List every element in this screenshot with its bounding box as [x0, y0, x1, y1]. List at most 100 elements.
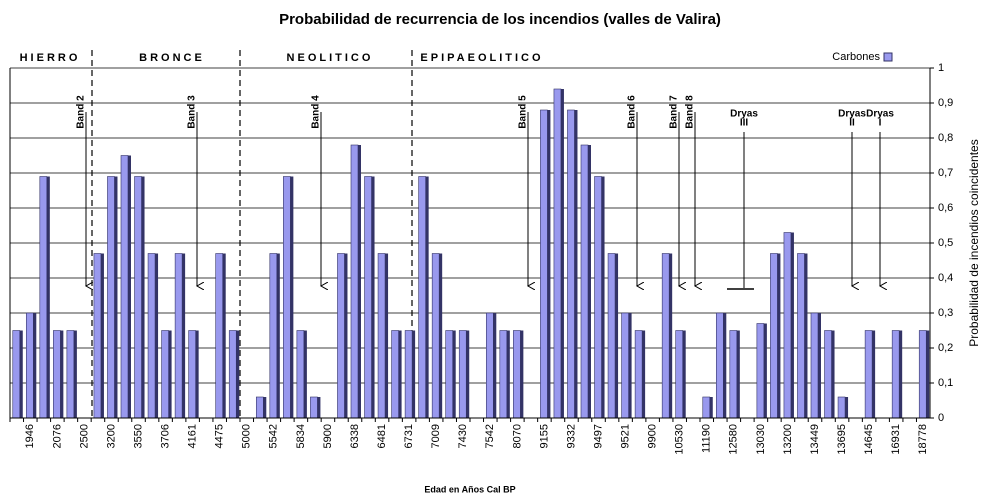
x-tick-label: 3200	[105, 424, 117, 448]
bar	[445, 330, 454, 419]
bar	[404, 330, 413, 419]
x-tick-label: 9155	[538, 424, 550, 448]
x-tick-label: 13030	[755, 424, 767, 455]
annotation: Dryas	[838, 109, 866, 120]
annotation: Dryas	[730, 109, 758, 120]
x-tick-label: 2500	[78, 424, 90, 448]
bar	[228, 330, 237, 419]
annotation: Dryas	[866, 109, 894, 120]
bar	[485, 312, 494, 419]
x-tick-label: 5834	[295, 424, 307, 448]
bar	[269, 253, 278, 419]
annotation: Band 4	[311, 95, 322, 129]
x-tick-label: 12580	[728, 424, 740, 455]
y2-tick-label: 0,5	[938, 237, 953, 249]
bar	[675, 330, 684, 419]
x-tick-label: 18778	[917, 424, 929, 455]
period-label: BRONCE	[139, 52, 205, 64]
bar	[364, 176, 372, 419]
period-label: HIERRO	[20, 52, 81, 64]
bar	[107, 176, 115, 419]
y2-tick-label: 1	[938, 62, 944, 74]
annotation: I	[879, 118, 882, 129]
bar	[756, 323, 765, 419]
bar	[661, 253, 670, 419]
bar	[729, 330, 738, 419]
x-tick-label: 1946	[24, 424, 36, 448]
y2-tick-label: 0,2	[938, 342, 953, 354]
bar	[283, 176, 291, 419]
bar	[134, 176, 142, 419]
x-tick-label: 5542	[268, 424, 280, 448]
bar	[296, 330, 305, 419]
chart-title: Probabilidad de recurrencia de los incen…	[279, 11, 721, 28]
x-tick-label: 16931	[890, 424, 902, 455]
y2-tick-label: 0,3	[938, 307, 953, 319]
bar	[458, 330, 467, 419]
x-tick-label: 3550	[132, 424, 144, 448]
legend-label: Carbones	[832, 51, 880, 63]
y2-tick-label: 0,6	[938, 202, 953, 214]
bar	[391, 330, 399, 419]
x-tick-label: 4161	[187, 424, 199, 448]
x-tick-label: 3706	[159, 424, 171, 448]
y2-tick-label: 0,7	[938, 167, 953, 179]
period-label: EPIPAEOLITICO	[420, 52, 543, 64]
bar	[161, 330, 169, 419]
bar	[377, 253, 386, 419]
x-tick-label: 9900	[647, 424, 659, 448]
bar	[824, 330, 832, 419]
annotation: III	[740, 118, 749, 129]
bar	[580, 144, 589, 419]
bar	[310, 396, 318, 419]
bar	[810, 312, 819, 419]
x-tick-label: 7009	[430, 424, 442, 448]
bar	[25, 312, 34, 419]
legend-swatch	[883, 52, 893, 62]
bar	[418, 176, 426, 419]
bar	[567, 109, 575, 419]
bar	[594, 176, 602, 419]
x-tick-label: 2076	[51, 424, 63, 448]
bar	[39, 176, 48, 419]
bar	[53, 330, 61, 419]
annotation: Band 7	[669, 95, 680, 129]
bar	[513, 330, 521, 419]
bar	[634, 330, 643, 419]
x-axis-title: Edad en Años Cal BP	[424, 484, 515, 494]
bar	[797, 253, 805, 419]
bar	[715, 312, 724, 419]
bar	[350, 144, 359, 419]
bar	[891, 330, 900, 419]
x-tick-label: 6731	[403, 424, 415, 448]
bar	[120, 155, 129, 419]
x-tick-label: 13200	[782, 424, 794, 455]
bar	[255, 396, 264, 419]
annotation: Band 5	[518, 95, 529, 129]
bar	[553, 88, 562, 419]
x-tick-label: 6338	[349, 424, 361, 448]
y2-tick-label: 0,1	[938, 377, 953, 389]
bar	[93, 253, 102, 419]
x-tick-label: 14645	[863, 424, 875, 455]
x-tick-label: 10530	[674, 424, 686, 455]
bar	[66, 330, 75, 419]
x-tick-label: 5000	[241, 424, 253, 448]
bar	[174, 253, 183, 419]
annotation: Band 6	[627, 95, 638, 129]
x-tick-label: 5900	[322, 424, 334, 448]
x-tick-label: 11190	[701, 424, 713, 453]
bar	[499, 330, 508, 419]
annotation: II	[849, 118, 855, 129]
bar	[864, 330, 873, 419]
bar	[607, 253, 616, 419]
bar	[540, 109, 548, 419]
bar	[215, 253, 224, 419]
x-tick-label: 7542	[484, 424, 496, 448]
bar	[188, 330, 196, 419]
y2-tick-label: 0,4	[938, 272, 953, 284]
annotation: Band 2	[76, 95, 87, 129]
bar	[783, 232, 792, 419]
x-tick-label: 9497	[592, 424, 604, 448]
